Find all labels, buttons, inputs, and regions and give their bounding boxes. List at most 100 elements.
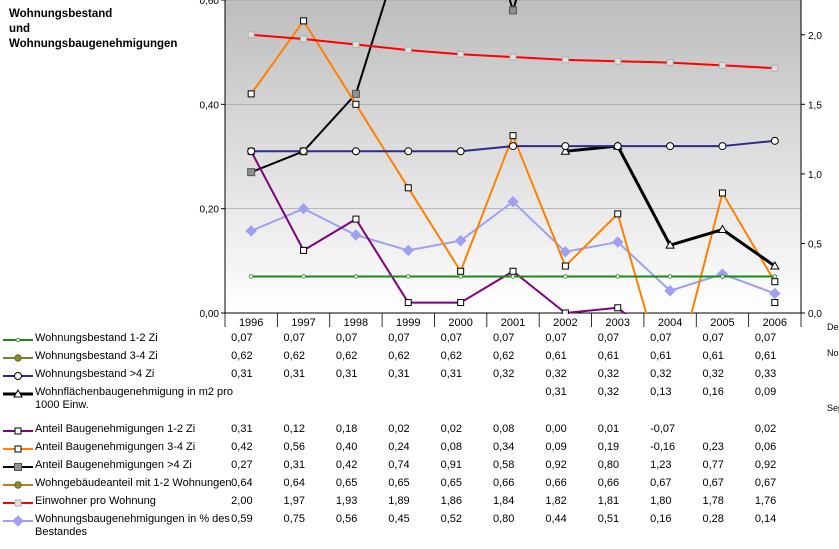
series-0 <box>248 274 778 279</box>
data-point <box>14 445 22 453</box>
table-cell: 0,31 <box>440 368 463 380</box>
legend-swatch <box>3 463 33 471</box>
table-cell: 0,64 <box>231 477 253 489</box>
table-cell: 0,07 <box>335 332 358 344</box>
data-point <box>614 304 622 312</box>
data-point <box>301 274 306 279</box>
data-point <box>352 215 360 223</box>
x-tick-label: 1996 <box>239 317 263 329</box>
table-cell: 2,00 <box>231 495 253 507</box>
table-cell: 1,78 <box>702 495 724 507</box>
data-point <box>300 17 308 25</box>
table-cell: 0,62 <box>493 350 515 362</box>
x-tick-label: 1997 <box>291 317 315 329</box>
data-point <box>614 210 622 218</box>
table-cell: 0,80 <box>597 459 620 471</box>
data-point <box>404 147 413 156</box>
table-cell: 0,07 <box>440 332 463 344</box>
legend-entry: Einwohner pro Wohnung <box>0 495 260 513</box>
table-cell: 0,31 <box>283 459 305 471</box>
data-point <box>561 142 570 151</box>
x-tick-label: 1998 <box>344 317 368 329</box>
x-tick-label: 2006 <box>763 317 787 329</box>
series-2 <box>247 136 779 156</box>
data-point <box>771 278 779 286</box>
data-point <box>245 225 257 237</box>
legend-entry: Wohngebäudeanteil mit 1-2 Wohnungen <box>0 477 260 495</box>
table-cell: 0,65 <box>335 477 358 489</box>
data-point <box>612 236 624 248</box>
data-point <box>299 147 308 156</box>
data-point <box>351 147 360 156</box>
table-cell: 0,56 <box>335 513 358 525</box>
left-tick-label: 0,60 <box>200 0 220 7</box>
data-point <box>351 89 360 98</box>
table-cell: 0,31 <box>231 368 253 380</box>
legend-label: Wohnungsbestand >4 Zi <box>35 368 155 380</box>
table-cell: 0,07 <box>493 332 515 344</box>
legend-label: Anteil Baugenehmigungen 3-4 Zi <box>35 441 196 453</box>
table-cell: 1,84 <box>493 495 515 507</box>
data-point <box>404 184 412 192</box>
data-point <box>350 229 362 241</box>
legend-entry: Anteil Baugenehmigungen 1-2 Zi <box>0 423 260 441</box>
table-cell: 0,09 <box>754 386 777 398</box>
legend-swatch <box>3 388 33 398</box>
table-cell: 0,65 <box>440 477 463 489</box>
data-point <box>507 196 519 208</box>
data-point <box>402 244 414 257</box>
table-cell: 0,32 <box>597 368 620 380</box>
table-cell: 0,31 <box>283 368 305 380</box>
legend-swatch <box>3 427 33 435</box>
data-point <box>14 354 22 362</box>
series-5 <box>247 17 779 314</box>
table-cell: 0,74 <box>388 459 410 471</box>
right-tick-label: 2,0 <box>808 31 822 42</box>
table-cell: 0,33 <box>754 368 777 380</box>
table-cell: 0,07 <box>650 332 672 344</box>
left-tick-label: 0,00 <box>200 309 220 320</box>
data-point <box>456 147 465 156</box>
table-cell: 0,07 <box>283 332 305 344</box>
data-point <box>717 224 728 234</box>
data-point <box>771 299 779 307</box>
data-point <box>718 61 726 69</box>
table-cell: 0,32 <box>545 368 567 380</box>
data-point <box>613 142 622 151</box>
data-point <box>667 274 673 279</box>
data-point <box>666 59 674 67</box>
table-cell: 0,13 <box>650 386 672 398</box>
x-tick-label: 2005 <box>710 317 734 329</box>
data-point <box>458 274 463 279</box>
table-cell: 0,62 <box>283 350 305 362</box>
table-cell: 0,80 <box>493 513 515 525</box>
table-cell: 0,66 <box>597 477 620 489</box>
data-point <box>563 274 568 279</box>
data-point <box>615 274 620 279</box>
table-cell: 1,86 <box>440 495 463 507</box>
table-cell: 0,07 <box>545 332 567 344</box>
table-cell: -0,16 <box>650 441 676 453</box>
data-point <box>247 147 256 156</box>
data-point <box>457 267 465 275</box>
legend-label: Anteil Baugenehmigungen 1-2 Zi <box>35 423 196 435</box>
data-point <box>404 299 412 307</box>
legend-swatch <box>3 372 33 380</box>
legend-swatch <box>3 445 33 453</box>
table-cell: 1,80 <box>650 495 672 507</box>
left-tick-label: 0,20 <box>200 205 220 216</box>
table-cell: 0,27 <box>231 459 253 471</box>
data-point <box>13 388 23 398</box>
data-point <box>12 515 24 527</box>
edge-label-2: No <box>827 348 839 358</box>
data-point <box>404 46 412 54</box>
data-point <box>614 57 622 65</box>
right-tick-label: 0,5 <box>808 239 822 250</box>
table-cell: 0,77 <box>702 459 724 471</box>
legend-swatch <box>3 499 33 507</box>
table-cell: 0,92 <box>754 459 777 471</box>
table-cell: 0,32 <box>650 368 672 380</box>
table-cell: 0,62 <box>231 350 253 362</box>
table-cell: 0,14 <box>754 513 777 525</box>
table-cell: 0,01 <box>597 423 620 435</box>
